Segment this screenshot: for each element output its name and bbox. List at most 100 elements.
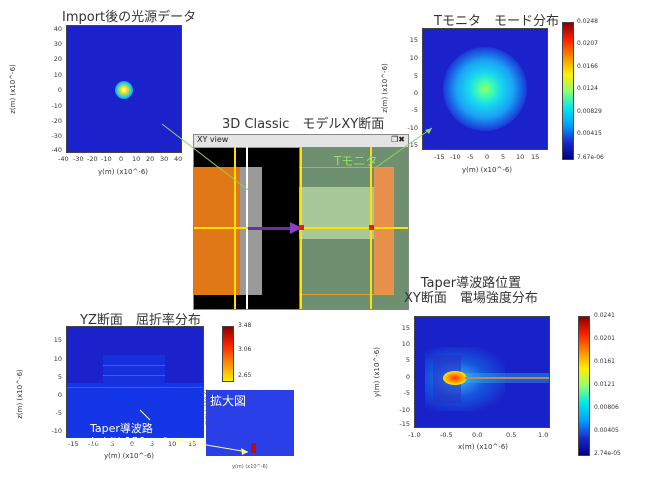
- tick: 30: [53, 40, 62, 48]
- window-controls-icon[interactable]: ❐✖: [391, 135, 405, 144]
- tick: 5: [413, 72, 418, 80]
- tick: -5: [467, 153, 474, 161]
- xy-view-canvas[interactable]: Tモニタ: [194, 147, 408, 309]
- tick: -1.0: [408, 431, 421, 439]
- tick: -15: [434, 153, 445, 161]
- tick: 20: [146, 155, 155, 163]
- tick: 10: [409, 54, 418, 62]
- tick: 40: [174, 155, 183, 163]
- tick: 5: [57, 373, 62, 381]
- taper-hotspot: [443, 371, 467, 385]
- tick: 0: [57, 86, 62, 94]
- tick: -20: [51, 117, 62, 125]
- yz-panel-title: YZ断面 屈折率分布: [80, 313, 201, 328]
- yz-x-ticks: -15 -10 -5 0 5 10 15: [68, 440, 208, 450]
- tick: 0.0241: [594, 312, 615, 319]
- light-green-waveguide: [299, 187, 374, 239]
- tick: 0.0166: [577, 63, 598, 70]
- tick: -10: [450, 153, 461, 161]
- model-panel-title: 3D Classic モデルXY断面: [222, 117, 385, 132]
- yz-ridge: [103, 355, 165, 385]
- tick: -10: [88, 440, 99, 448]
- tick: 0.00806: [594, 404, 619, 411]
- tick: 3.06: [238, 346, 252, 353]
- orange-region-right: [374, 167, 394, 295]
- tick: -20: [87, 155, 98, 163]
- tick: -15: [399, 420, 410, 428]
- zoom-title: 拡大図: [210, 394, 247, 408]
- source-xlabel: y(m) (x10^-6): [98, 168, 149, 176]
- tick: -15: [68, 440, 79, 448]
- tick: 0: [130, 440, 135, 448]
- source-y-ticks: 40 30 20 10 0 -10 -20 -30 -40: [48, 25, 64, 154]
- tick: 1.0: [538, 431, 549, 439]
- tick: 0.0207: [577, 40, 598, 47]
- propagation-arrow-shaft: [248, 227, 292, 230]
- tick: -5: [108, 440, 115, 448]
- tick: 0.0124: [577, 85, 598, 92]
- gray-region: [240, 167, 262, 295]
- yz-xlabel: y(m) (x10^-6): [104, 452, 155, 460]
- tick: 40: [53, 25, 62, 33]
- xy-view-title: XY view: [197, 135, 229, 144]
- tick: -10: [101, 155, 112, 163]
- tick: 0: [413, 89, 418, 97]
- taper-plot: [414, 316, 550, 428]
- tick: -5: [411, 106, 418, 114]
- tmon-y-ticks: 15 10 5 0 -5 -10 -15: [402, 28, 420, 152]
- tick: -5: [55, 409, 62, 417]
- tmonitor-label: Tモニタ: [334, 154, 378, 168]
- tick: -40: [51, 146, 62, 154]
- yz-colorbar-ticks: 3.48 3.06 2.65: [238, 322, 268, 382]
- callout-line-tmon: [374, 127, 433, 169]
- tick: 10: [168, 440, 177, 448]
- tick: 0.0121: [594, 381, 615, 388]
- tick: 0.5: [506, 431, 517, 439]
- tick: 2.74e-05: [594, 450, 621, 457]
- tmon-mode-spot: [443, 47, 527, 131]
- callout-line-source: [161, 123, 249, 191]
- tick: 3.48: [238, 322, 252, 329]
- tick: 0.00405: [594, 427, 619, 434]
- yz-ridge-line: [103, 375, 165, 376]
- tick: 10: [53, 71, 62, 79]
- tick: 5: [405, 356, 410, 364]
- taper-ylabel: y(m) (x10^-6): [373, 346, 382, 398]
- taper-guided-glow: [465, 373, 549, 383]
- taper-xlabel: x(m) (x10^-6): [458, 443, 509, 451]
- zoom-waveguide-core: [251, 443, 256, 453]
- tick: -5: [403, 389, 410, 397]
- tick: 2.65: [238, 372, 252, 379]
- source-spot: [115, 81, 133, 99]
- outline-bottom: [299, 294, 394, 295]
- source-x-ticks: -40 -30 -20 -10 0 10 20 30 40: [58, 155, 193, 165]
- tick: 15: [188, 440, 197, 448]
- tick: 0: [485, 153, 490, 161]
- tick: 0.00415: [577, 130, 602, 137]
- tick: 0.0201: [594, 335, 615, 342]
- tick: 15: [409, 36, 418, 44]
- xy-view-window[interactable]: XY view ❐✖ Tモニタ: [193, 134, 409, 310]
- callout-arrowhead: [425, 128, 432, 134]
- yz-plot: [66, 326, 204, 438]
- tick: -10: [51, 102, 62, 110]
- source-plot: [66, 25, 182, 153]
- taper-colorbar: [578, 316, 590, 456]
- tick: 10: [132, 155, 141, 163]
- red-marker-2: [369, 225, 374, 230]
- red-marker-1: [299, 225, 304, 230]
- source-panel-title: Import後の光源データ: [62, 10, 197, 25]
- tick: 15: [401, 324, 410, 332]
- tick: -10: [399, 406, 410, 414]
- yz-colorbar: [222, 326, 234, 382]
- taper-callout-text: Taper導波路 (width150nm): [90, 422, 168, 448]
- tmon-xlabel: y(m) (x10^-6): [462, 166, 513, 174]
- zoom-plot: 拡大図: [206, 390, 294, 456]
- tick: 5: [150, 440, 155, 448]
- tick: 15: [531, 153, 540, 161]
- tick: 0.0248: [577, 18, 598, 25]
- yz-y-ticks: 15 10 5 0 -5 -10: [50, 328, 64, 440]
- tmon-colorbar-ticks: 0.0248 0.0207 0.0166 0.0124 0.00829 0.00…: [577, 18, 637, 164]
